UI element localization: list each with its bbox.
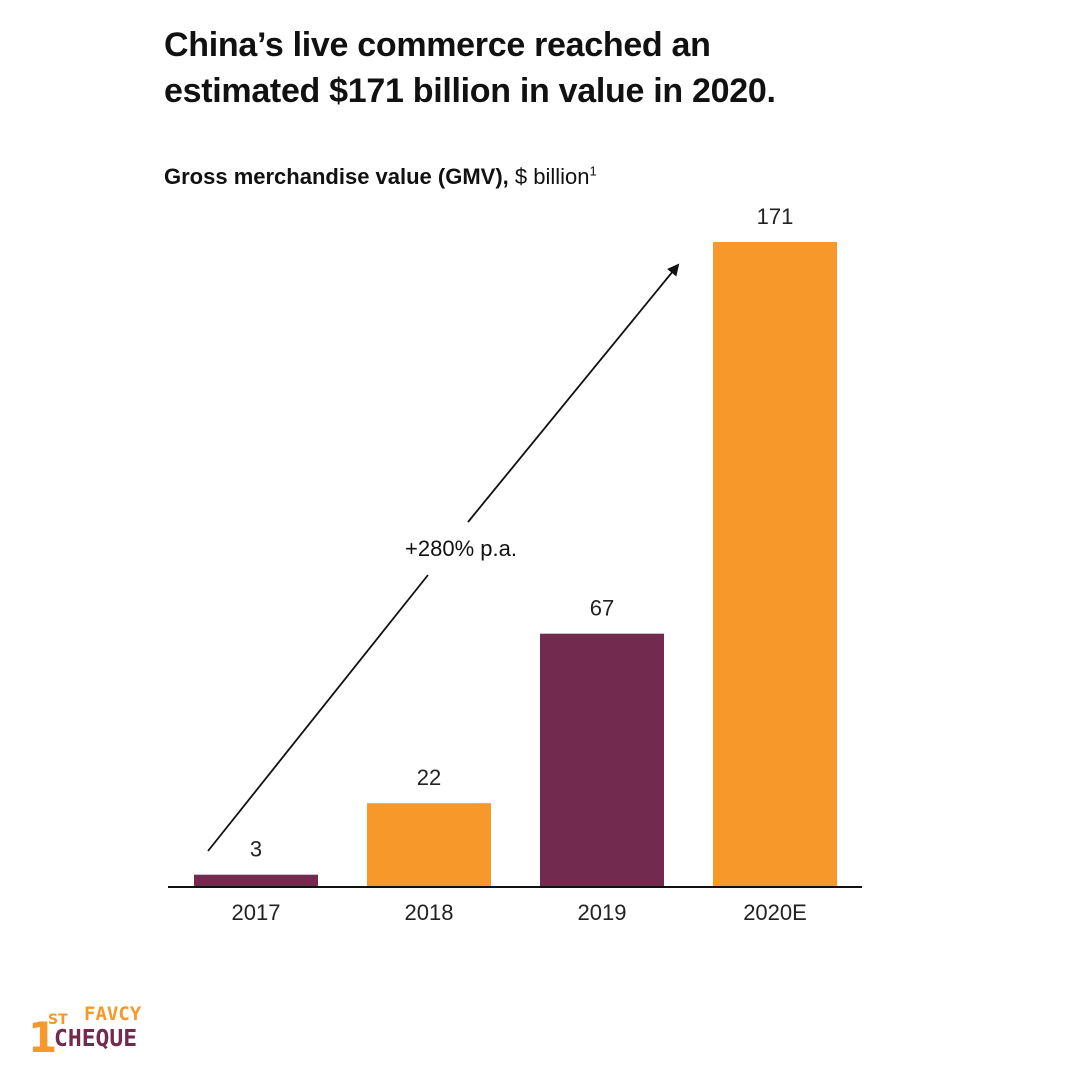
x-tick-label-2019: 2019: [578, 900, 627, 925]
chart-subtitle-unit: $ billion: [514, 164, 590, 189]
bar-2018: [367, 803, 491, 886]
data-label-2020E: 171: [757, 204, 794, 229]
chart-title: China’s live commerce reached an estimat…: [164, 22, 1024, 114]
footnote-marker: 1: [589, 163, 597, 179]
growth-arrow-upper-segment: [467, 263, 680, 523]
bars-layer: 3 2017 22 2018 67 2019 171 2020E: [194, 204, 837, 925]
growth-annotation-label: +280% p.a.: [405, 536, 517, 561]
chart-title-line-1: China’s live commerce reached an: [164, 26, 711, 64]
logo-number: 1: [28, 1013, 57, 1060]
favcy-cheque-logo: 1 ST FAVCY CHEQUE: [28, 1003, 142, 1060]
annotation-layer: +280% p.a.: [207, 263, 680, 852]
x-tick-label-2018: 2018: [405, 900, 454, 925]
x-tick-label-2020E: 2020E: [743, 900, 807, 925]
data-label-2019: 67: [590, 596, 614, 621]
data-label-2017: 3: [250, 837, 262, 862]
logo-word-top: FAVCY: [84, 1003, 142, 1025]
chart-subtitle-bold: Gross merchandise value (GMV),: [164, 164, 509, 189]
bar-2017: [194, 874, 318, 886]
data-label-2018: 22: [417, 765, 441, 790]
growth-arrow-lower-segment: [207, 574, 429, 852]
x-tick-label-2017: 2017: [232, 900, 281, 925]
logo-word-bottom: CHEQUE: [54, 1026, 137, 1052]
bar-2020E: [713, 242, 837, 886]
bar-2019: [540, 633, 664, 886]
chart-subtitle: Gross merchandise value (GMV), $ billion…: [164, 162, 597, 192]
chart-title-line-2: estimated $171 billion in value in 2020.: [164, 72, 776, 110]
logo-superscript: ST: [48, 1012, 68, 1028]
